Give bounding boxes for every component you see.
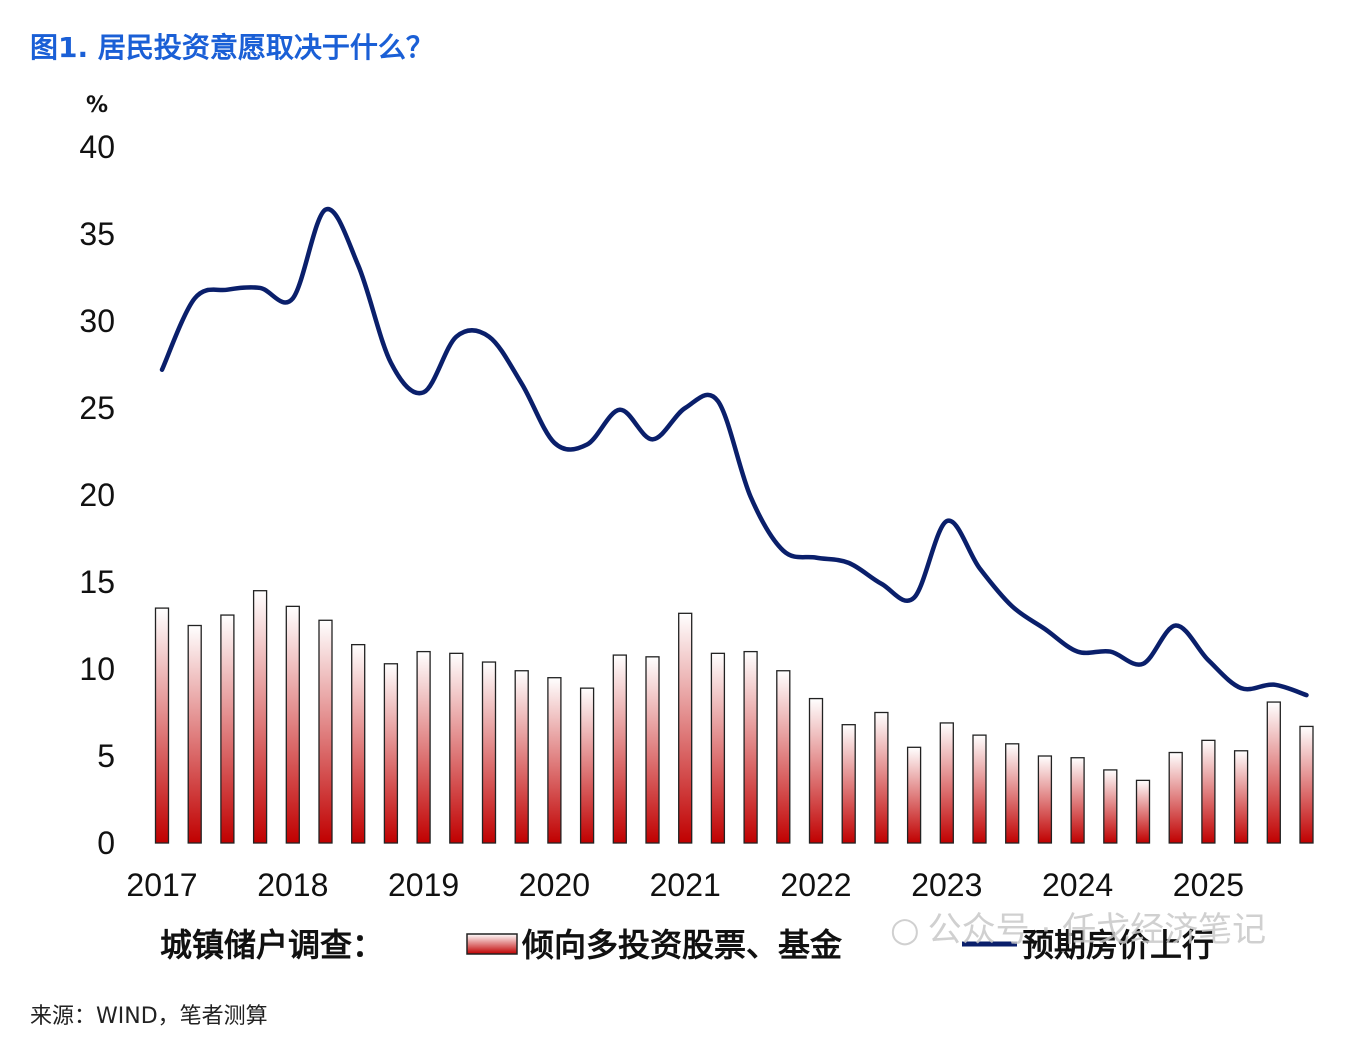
line-series	[159, 207, 1309, 698]
y-tick-label: 5	[97, 738, 115, 774]
bar	[1005, 743, 1020, 844]
bar	[449, 652, 464, 844]
bar	[547, 677, 562, 844]
bar	[808, 697, 824, 844]
bar	[1037, 755, 1053, 844]
y-tick-label: 20	[79, 477, 115, 513]
source-note: 来源：WIND，笔者测算	[30, 1004, 268, 1029]
bar	[939, 722, 954, 844]
x-tick-label: 2018	[257, 867, 328, 903]
bar	[252, 590, 268, 844]
bar	[1135, 779, 1151, 844]
bar	[383, 663, 399, 844]
bar	[285, 605, 300, 844]
x-tick-label: 2024	[1042, 867, 1113, 903]
bar	[416, 650, 431, 844]
bar	[514, 670, 529, 844]
bar	[1299, 725, 1314, 844]
bar	[1201, 739, 1216, 844]
y-tick-label: 30	[79, 303, 115, 339]
bar	[612, 654, 627, 844]
bar	[776, 670, 791, 844]
x-tick-label: 2025	[1173, 867, 1244, 903]
bar	[743, 650, 758, 844]
x-tick-label: 2020	[519, 867, 590, 903]
legend-bar-swatch	[466, 933, 518, 955]
x-tick-label: 2023	[911, 867, 982, 903]
bar	[187, 624, 202, 844]
bar	[678, 612, 693, 844]
y-tick-label: 25	[79, 390, 115, 426]
bar	[841, 724, 856, 844]
x-tick-label: 2021	[650, 867, 721, 903]
x-tick-label: 2019	[388, 867, 459, 903]
figure-title: 图1. 居民投资意愿取决于什么？	[30, 31, 434, 64]
bar	[318, 619, 333, 844]
wechat-icon: ○	[890, 910, 920, 950]
legend-bar-label: 倾向多投资股票、基金	[521, 926, 843, 964]
bar	[1103, 769, 1118, 844]
y-unit-label: %	[86, 93, 108, 118]
bar	[972, 734, 987, 844]
bar	[481, 661, 497, 844]
bar	[351, 643, 366, 844]
bar	[906, 746, 922, 844]
watermark-text: 公众号 · 任戈经济笔记	[927, 910, 1267, 950]
bar	[710, 652, 726, 844]
bar	[579, 687, 595, 844]
y-tick-label: 0	[97, 825, 115, 861]
watermark: ○ 公众号 · 任戈经济笔记	[890, 902, 1266, 951]
bar	[1168, 751, 1183, 844]
bar	[1070, 757, 1085, 844]
bar	[154, 607, 170, 844]
bar	[1233, 750, 1249, 844]
x-tick-label: 2022	[780, 867, 851, 903]
bar	[1266, 701, 1281, 844]
bar	[220, 614, 235, 844]
y-tick-label: 35	[79, 216, 115, 252]
legend-line-label: 预期房价上行	[1022, 926, 1214, 964]
y-tick-label: 15	[79, 564, 115, 600]
x-tick-label: 2017	[126, 867, 197, 903]
y-tick-label: 40	[79, 129, 115, 165]
legend-prefix: 城镇储户调查：	[160, 926, 384, 964]
y-tick-label: 10	[79, 651, 115, 687]
bar	[874, 711, 889, 844]
bar	[645, 656, 660, 844]
